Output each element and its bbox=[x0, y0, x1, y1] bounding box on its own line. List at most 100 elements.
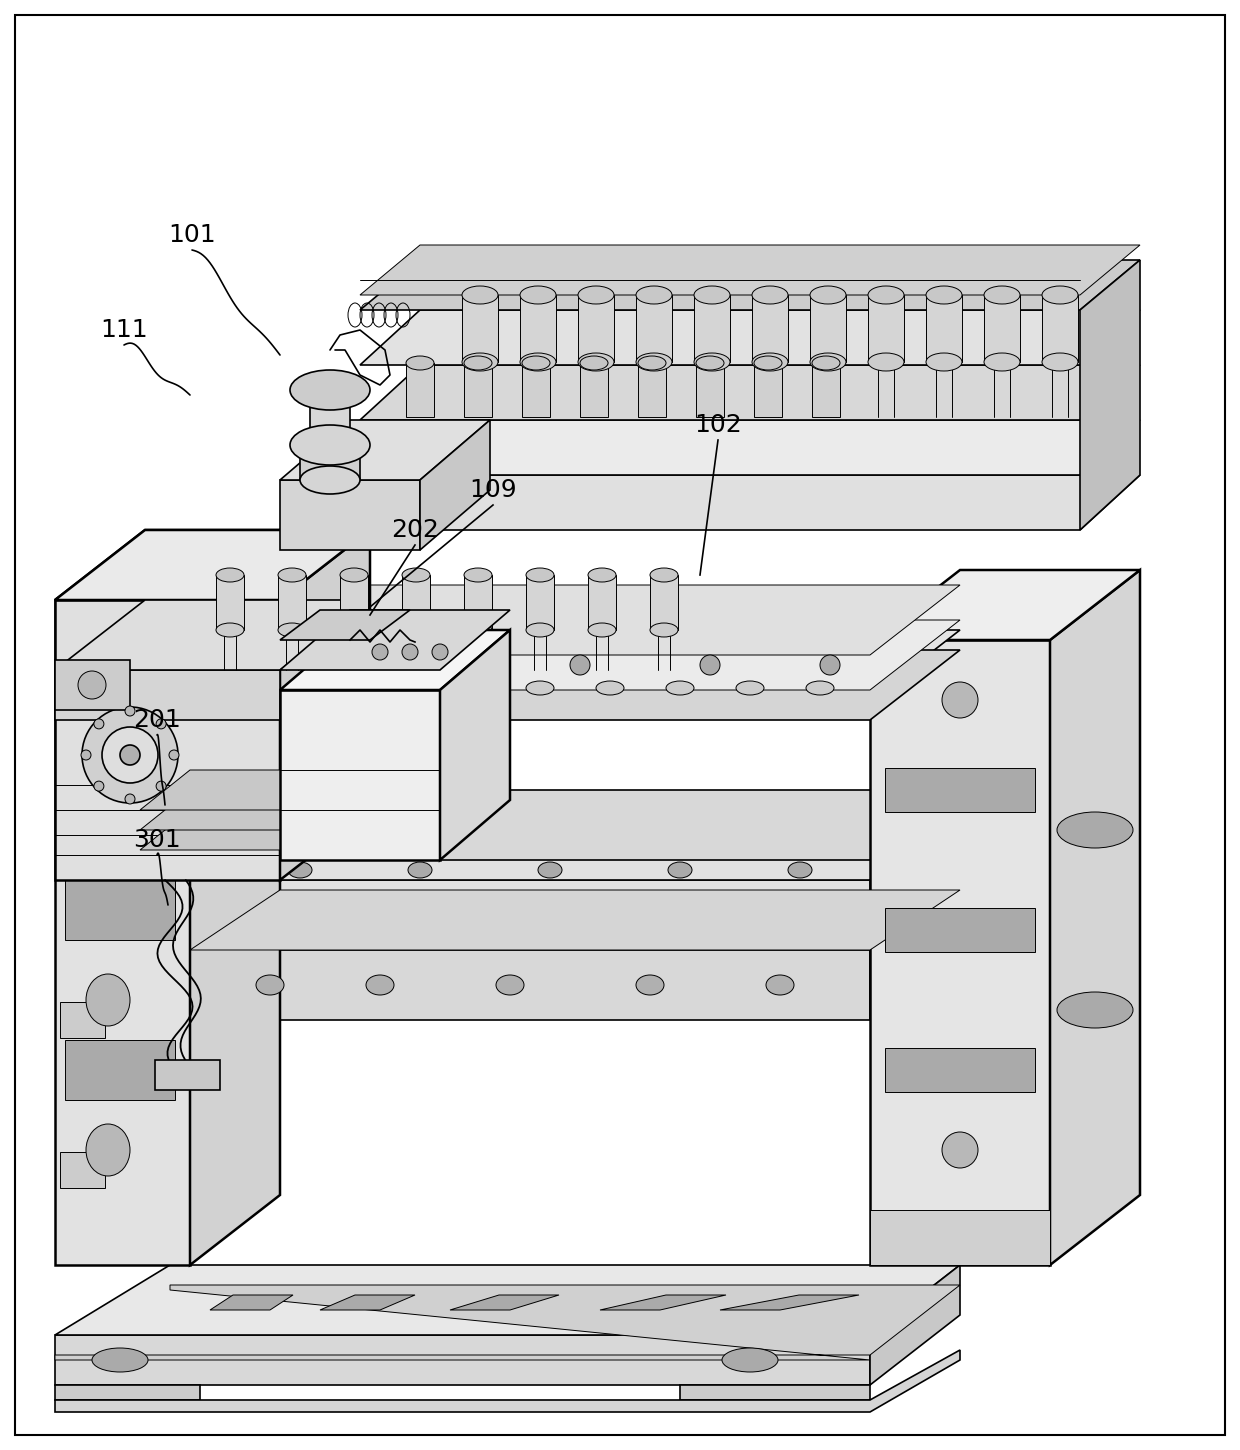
Polygon shape bbox=[360, 420, 1140, 476]
Text: 202: 202 bbox=[391, 518, 439, 542]
Ellipse shape bbox=[1042, 352, 1078, 371]
Polygon shape bbox=[60, 1002, 105, 1038]
Ellipse shape bbox=[386, 682, 414, 695]
Ellipse shape bbox=[926, 286, 962, 304]
Polygon shape bbox=[280, 420, 490, 480]
Ellipse shape bbox=[526, 624, 554, 637]
Circle shape bbox=[125, 706, 135, 716]
Polygon shape bbox=[650, 576, 678, 629]
Polygon shape bbox=[190, 531, 280, 1264]
Ellipse shape bbox=[636, 286, 672, 304]
Polygon shape bbox=[280, 531, 370, 880]
Ellipse shape bbox=[278, 568, 306, 581]
Ellipse shape bbox=[668, 861, 692, 879]
Ellipse shape bbox=[464, 357, 492, 370]
Polygon shape bbox=[300, 450, 360, 480]
Polygon shape bbox=[190, 890, 960, 950]
Text: 201: 201 bbox=[133, 708, 181, 732]
Ellipse shape bbox=[255, 974, 284, 995]
Ellipse shape bbox=[520, 286, 556, 304]
Polygon shape bbox=[440, 629, 510, 860]
Ellipse shape bbox=[787, 861, 812, 879]
Polygon shape bbox=[55, 670, 280, 721]
Polygon shape bbox=[870, 639, 1050, 1264]
Ellipse shape bbox=[316, 682, 343, 695]
Ellipse shape bbox=[926, 352, 962, 371]
Circle shape bbox=[82, 708, 179, 803]
Ellipse shape bbox=[216, 624, 244, 637]
Polygon shape bbox=[402, 576, 430, 629]
Ellipse shape bbox=[86, 803, 130, 856]
Ellipse shape bbox=[639, 357, 666, 370]
Polygon shape bbox=[55, 600, 190, 1264]
Polygon shape bbox=[694, 294, 730, 362]
Polygon shape bbox=[55, 1350, 960, 1412]
Polygon shape bbox=[55, 1335, 870, 1385]
Circle shape bbox=[310, 655, 330, 676]
Ellipse shape bbox=[300, 431, 360, 460]
Ellipse shape bbox=[868, 286, 904, 304]
Polygon shape bbox=[885, 1048, 1035, 1092]
Ellipse shape bbox=[464, 568, 492, 581]
Polygon shape bbox=[522, 362, 551, 418]
Polygon shape bbox=[1050, 570, 1140, 1264]
Ellipse shape bbox=[405, 357, 434, 370]
Polygon shape bbox=[280, 629, 510, 690]
Polygon shape bbox=[870, 570, 1140, 639]
Polygon shape bbox=[464, 362, 492, 418]
Polygon shape bbox=[464, 576, 492, 629]
Polygon shape bbox=[210, 1295, 293, 1309]
Circle shape bbox=[372, 644, 388, 660]
Polygon shape bbox=[190, 629, 960, 700]
Ellipse shape bbox=[754, 357, 782, 370]
Circle shape bbox=[78, 671, 105, 699]
Ellipse shape bbox=[596, 682, 624, 695]
Ellipse shape bbox=[340, 568, 368, 581]
Circle shape bbox=[432, 644, 448, 660]
Ellipse shape bbox=[636, 974, 663, 995]
Polygon shape bbox=[985, 294, 1021, 362]
Polygon shape bbox=[55, 600, 370, 670]
Ellipse shape bbox=[985, 352, 1021, 371]
Polygon shape bbox=[1042, 294, 1078, 362]
Ellipse shape bbox=[737, 682, 764, 695]
Polygon shape bbox=[580, 362, 608, 418]
Text: 101: 101 bbox=[169, 223, 216, 246]
Ellipse shape bbox=[694, 352, 730, 371]
Ellipse shape bbox=[985, 286, 1021, 304]
Text: 111: 111 bbox=[100, 318, 148, 342]
Ellipse shape bbox=[538, 861, 562, 879]
Polygon shape bbox=[885, 908, 1035, 953]
Polygon shape bbox=[754, 362, 782, 418]
Ellipse shape bbox=[290, 370, 370, 410]
Polygon shape bbox=[55, 660, 130, 710]
Circle shape bbox=[94, 719, 104, 729]
Ellipse shape bbox=[806, 682, 835, 695]
Ellipse shape bbox=[666, 682, 694, 695]
Polygon shape bbox=[140, 790, 330, 829]
Polygon shape bbox=[55, 1385, 200, 1401]
Text: 109: 109 bbox=[469, 478, 517, 502]
Ellipse shape bbox=[300, 465, 360, 494]
Polygon shape bbox=[870, 1209, 1050, 1264]
Polygon shape bbox=[360, 476, 1140, 531]
Ellipse shape bbox=[868, 352, 904, 371]
Polygon shape bbox=[812, 362, 839, 418]
Ellipse shape bbox=[463, 286, 498, 304]
Polygon shape bbox=[810, 294, 846, 362]
Circle shape bbox=[942, 1132, 978, 1169]
Circle shape bbox=[94, 782, 104, 792]
Polygon shape bbox=[190, 621, 960, 690]
Polygon shape bbox=[55, 1264, 960, 1335]
Ellipse shape bbox=[456, 682, 484, 695]
Polygon shape bbox=[360, 365, 1140, 420]
Ellipse shape bbox=[751, 286, 787, 304]
Ellipse shape bbox=[402, 568, 430, 581]
Circle shape bbox=[820, 655, 839, 676]
Polygon shape bbox=[751, 294, 787, 362]
Circle shape bbox=[402, 644, 418, 660]
Polygon shape bbox=[190, 584, 960, 655]
Circle shape bbox=[120, 745, 140, 766]
Ellipse shape bbox=[340, 624, 368, 637]
Polygon shape bbox=[360, 310, 1140, 365]
